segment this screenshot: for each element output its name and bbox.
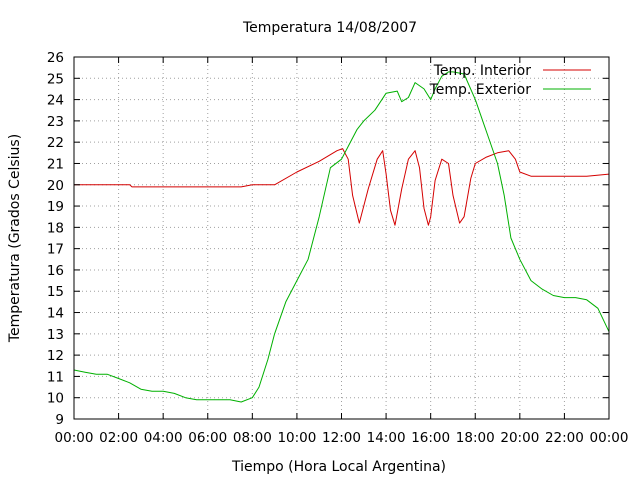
y-tick-label: 24 [47,93,64,109]
y-tick-label: 14 [47,306,64,322]
y-tick-label: 11 [47,369,64,385]
series-line [74,148,610,226]
x-tick-label: 18:00 [456,430,495,446]
y-tick-label: 15 [47,284,64,300]
series-line [73,71,610,403]
y-axis-label: Temperatura (Grados Celsius) [7,134,23,343]
x-tick-label: 16:00 [411,430,450,446]
y-tick-label: 9 [55,412,64,428]
y-tick-label: 17 [47,242,64,258]
x-axis-label: Tiempo (Hora Local Argentina) [231,459,446,475]
y-tick-label: 10 [47,391,64,407]
legend-label: Temp. Exterior [429,82,532,98]
x-tick-label: 06:00 [188,430,227,446]
y-axis-ticks: 9 10 11 12 13 14 15 16 17 18 19 20 21 22 23 24 25 26 [47,50,609,428]
x-tick-label: 02:00 [99,430,138,446]
x-tick-label: 22:00 [545,430,584,446]
x-tick-label: 08:00 [233,430,272,446]
x-tick-label: 10:00 [277,430,316,446]
x-tick-label: 04:00 [144,430,183,446]
y-tick-label: 12 [47,348,64,364]
y-tick-label: 13 [47,327,64,343]
y-tick-label: 21 [47,156,64,172]
y-tick-label: 18 [47,220,64,236]
y-tick-label: 22 [47,135,64,151]
grid [74,57,609,419]
chart-title: Temperatura 14/08/2007 [242,20,417,36]
legend: Temp. Interior Temp. Exterior [429,63,591,98]
x-tick-label: 12:00 [322,430,361,446]
y-tick-label: 20 [47,178,64,194]
x-axis-ticks: 00:00 02:00 04:00 06:00 08:00 10:00 12:00 14:00… [55,57,629,446]
x-tick-label: 00:00 [590,430,629,446]
x-tick-label: 20:00 [500,430,539,446]
legend-label: Temp. Interior [433,63,532,79]
x-tick-label: 00:00 [55,430,94,446]
y-tick-label: 25 [47,71,64,87]
y-tick-label: 26 [47,50,64,66]
series-lines [73,71,610,403]
x-tick-label: 14:00 [367,430,406,446]
y-tick-label: 19 [47,199,64,215]
y-tick-label: 23 [47,114,64,130]
y-tick-label: 16 [47,263,64,279]
